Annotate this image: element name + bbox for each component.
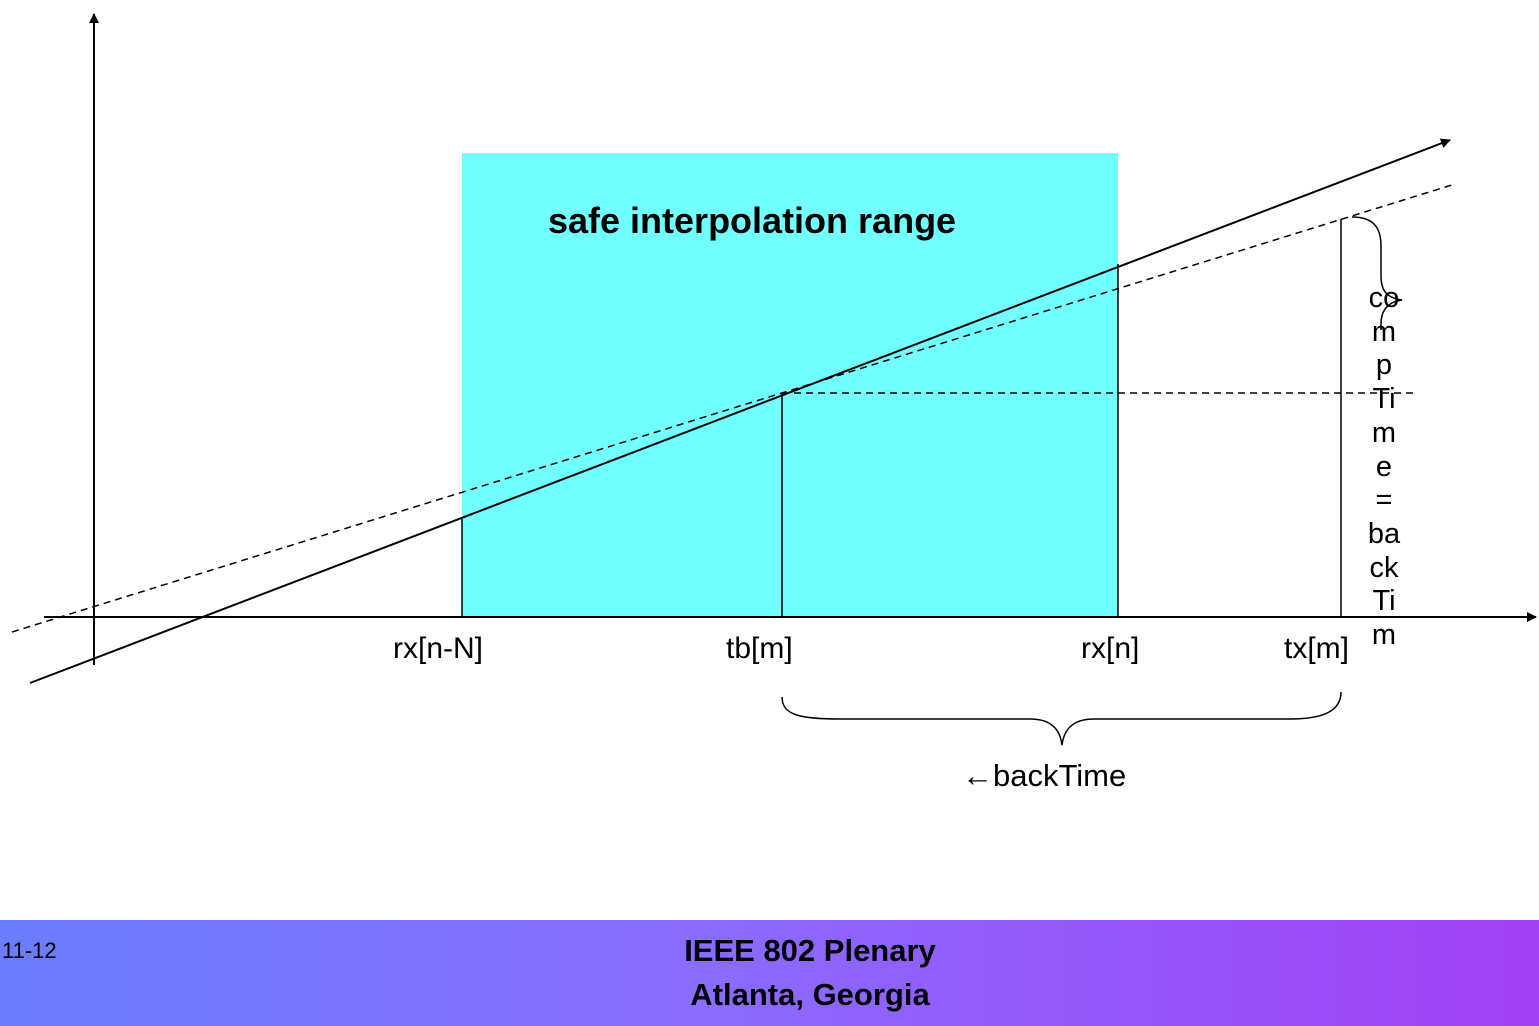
comp-time-brace [1351,216,1403,330]
label-tx-m: tx[m] [1284,632,1349,665]
footer-title-line2: Atlanta, Georgia [690,977,930,1012]
footer-bar [0,920,1539,1026]
back-time-label: ←backTime [962,758,1127,793]
label-tb-m: tb[m] [726,632,793,665]
footer-title-line1: IEEE 802 Plenary [684,933,936,968]
solid-clock-line [29,138,1451,684]
label-rx-n: rx[n] [1081,632,1140,665]
comp-time-vertical-label: comp Time = backTim [1367,282,1401,652]
region-label: safe interpolation range [548,200,957,241]
back-time-brace [781,691,1342,746]
label-rx-n-minus-N: rx[n-N] [393,632,483,665]
slide-number: 11-12 [2,938,57,963]
safe-interpolation-region [462,153,1118,617]
footer-title: IEEE 802 Plenary Atlanta, Georgia [650,929,970,1017]
